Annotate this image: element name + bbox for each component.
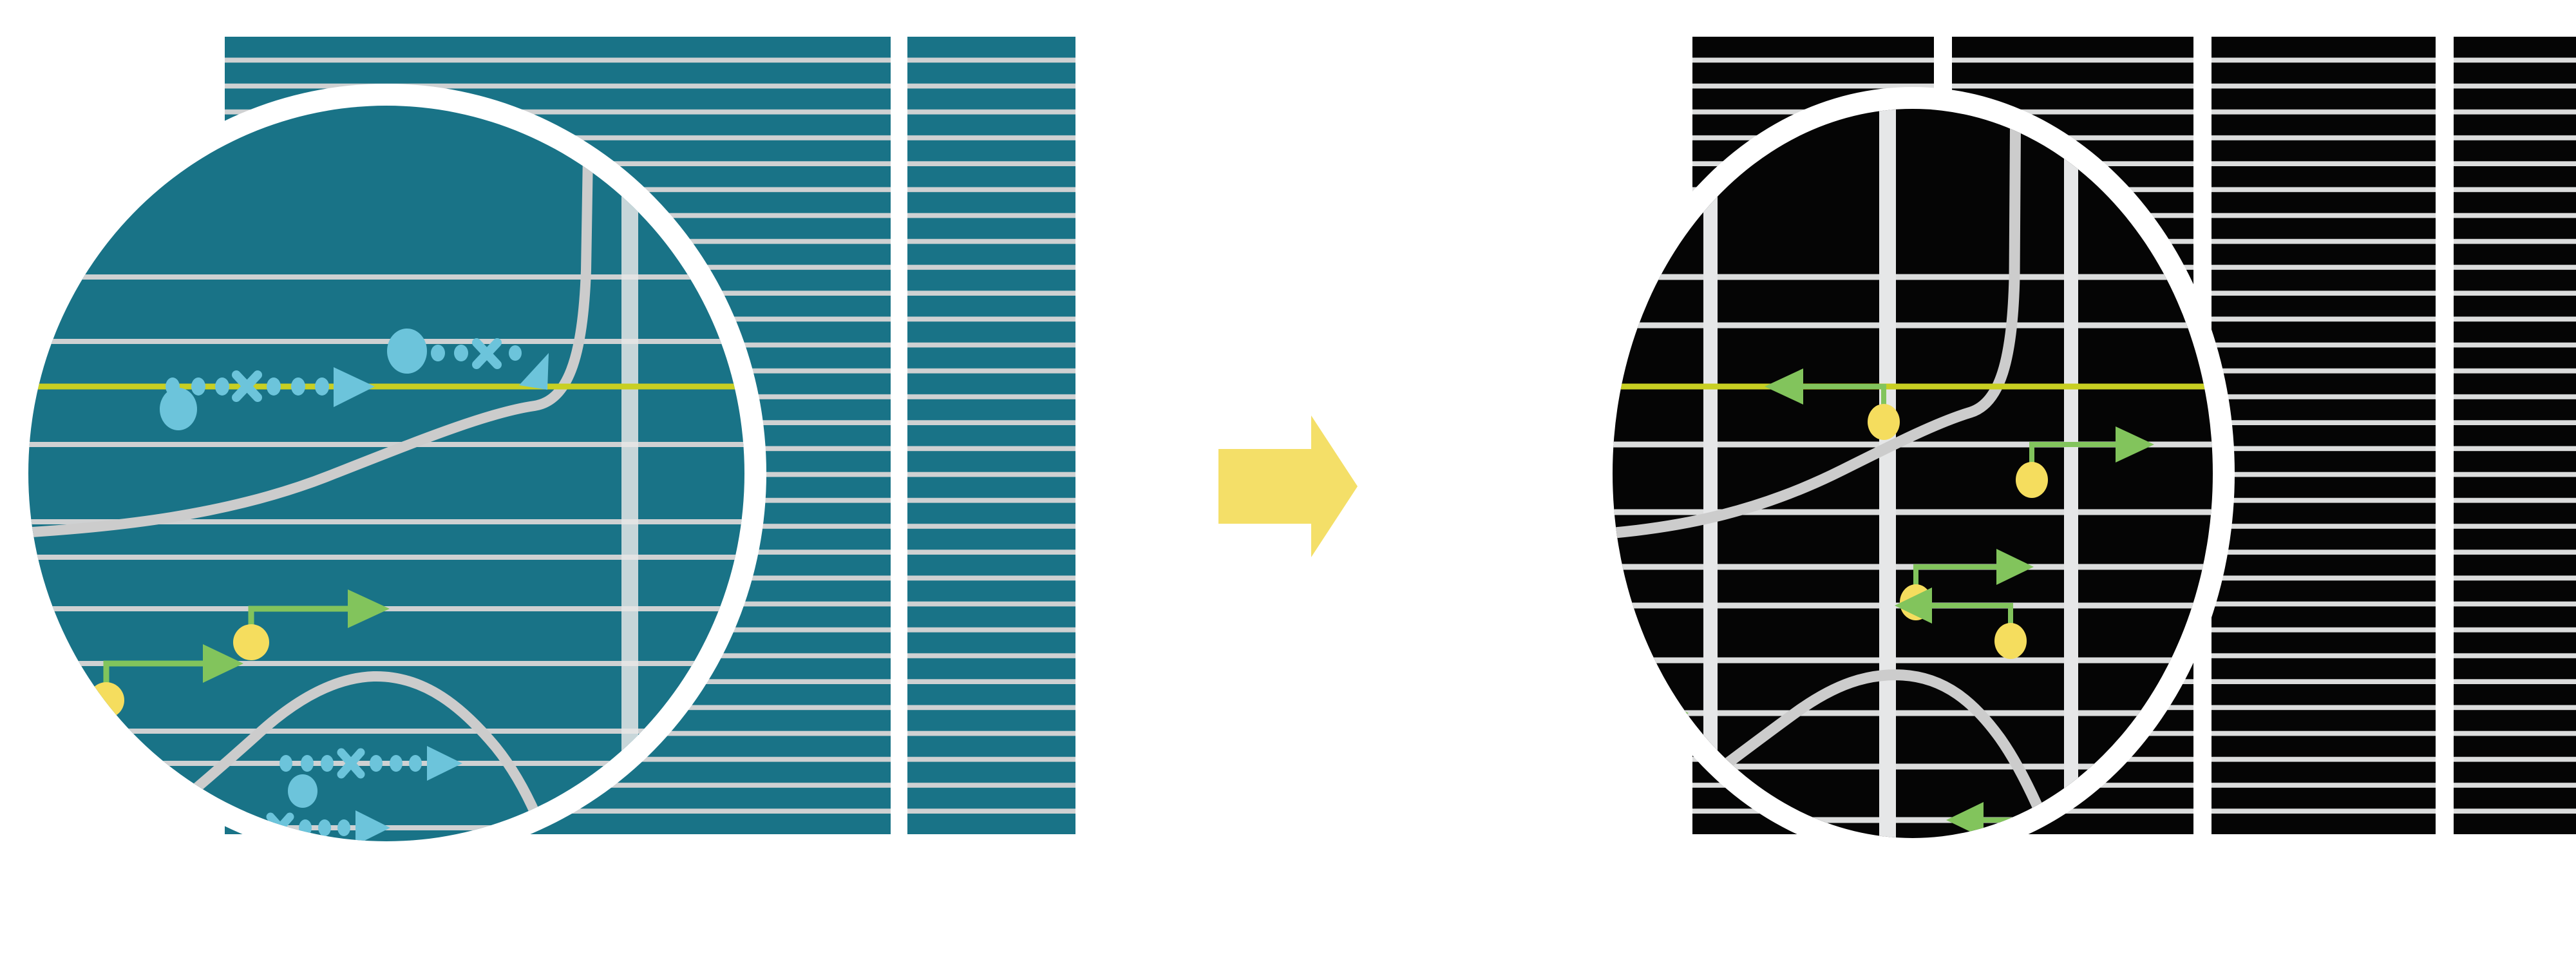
left-road-upper <box>28 106 594 540</box>
arrowhead-icon <box>427 746 462 781</box>
left-lens-vertical-bar <box>621 106 638 841</box>
arrowhead-icon <box>348 589 390 628</box>
right-arrow-icon <box>1218 415 1358 557</box>
track-origin-dot <box>387 329 427 374</box>
left-lens-interior <box>28 106 744 841</box>
arrowhead-icon <box>203 644 243 683</box>
track-origin-dot <box>160 388 197 430</box>
vbar-1 <box>1703 109 1718 838</box>
right-green-arrow-2 <box>2016 426 2154 498</box>
left-green-arrow-1 <box>233 589 390 660</box>
left-track-1 <box>160 367 375 430</box>
left-track-2 <box>387 329 549 390</box>
left-panel <box>6 37 1075 863</box>
node-dot <box>1994 623 2027 659</box>
right-green-arrow-1 <box>1765 368 1900 440</box>
node-dot <box>1868 404 1900 440</box>
arrowhead-icon <box>1765 368 1803 405</box>
right-column-4 <box>2454 37 2576 834</box>
arrowhead-icon <box>334 367 375 407</box>
right-panel <box>1591 37 2576 860</box>
arrowhead-icon <box>1946 802 1984 838</box>
x-marker-icon <box>232 370 262 402</box>
track-origin-dot <box>288 774 317 808</box>
arrowhead-icon <box>355 810 390 841</box>
transition-arrow <box>1218 415 1358 557</box>
right-lens-vertical-bars <box>1703 109 2078 838</box>
arrowhead-icon <box>1996 549 2034 585</box>
left-column-2 <box>907 37 1075 834</box>
arrowhead-icon <box>2116 426 2154 463</box>
right-green-arrow-4 <box>1895 587 2027 659</box>
arrowhead-icon <box>519 353 549 390</box>
right-column-3 <box>2211 37 2436 834</box>
x-marker-icon <box>472 338 502 369</box>
right-lens-interior <box>1613 109 2213 838</box>
node-dot <box>2016 462 2048 498</box>
vbar-3 <box>2064 109 2078 838</box>
node-dot <box>233 624 269 660</box>
left-track-3 <box>279 746 462 808</box>
vbar-2 <box>1879 109 1896 838</box>
right-road-upper <box>1613 109 2022 540</box>
x-marker-icon <box>337 748 365 779</box>
arrowhead-icon <box>1895 587 1932 624</box>
